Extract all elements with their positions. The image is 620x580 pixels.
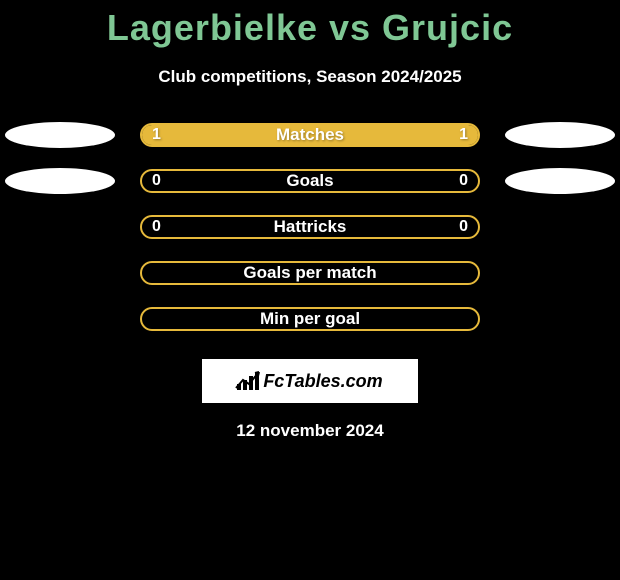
- stat-bar: Min per goal: [140, 307, 480, 331]
- stat-row: Goals per match: [0, 261, 620, 285]
- bar-chart-icon: [237, 372, 259, 390]
- right-ellipse-icon: [505, 168, 615, 194]
- date-text: 12 november 2024: [0, 421, 620, 441]
- stat-label: Hattricks: [142, 217, 478, 237]
- stat-label: Goals per match: [142, 263, 478, 283]
- stat-label: Goals: [142, 171, 478, 191]
- right-ellipse-icon: [505, 122, 615, 148]
- brand-badge[interactable]: FcTables.com: [202, 359, 418, 403]
- left-ellipse-icon: [5, 168, 115, 194]
- left-ellipse-icon: [5, 122, 115, 148]
- stat-row: 0 0 Goals: [0, 169, 620, 193]
- stat-bar: Goals per match: [140, 261, 480, 285]
- stat-bar: 1 1 Matches: [140, 123, 480, 147]
- container: Lagerbielke vs Grujcic Club competitions…: [0, 0, 620, 441]
- stat-row: Min per goal: [0, 307, 620, 331]
- brand-text: FcTables.com: [263, 371, 382, 392]
- subtitle: Club competitions, Season 2024/2025: [0, 67, 620, 87]
- stat-label: Min per goal: [142, 309, 478, 329]
- page-title: Lagerbielke vs Grujcic: [0, 7, 620, 49]
- stat-row: 0 0 Hattricks: [0, 215, 620, 239]
- stats-list: 1 1 Matches 0 0 Goals 0 0 Hattricks: [0, 123, 620, 331]
- stat-bar: 0 0 Goals: [140, 169, 480, 193]
- stat-row: 1 1 Matches: [0, 123, 620, 147]
- stat-bar: 0 0 Hattricks: [140, 215, 480, 239]
- stat-label: Matches: [142, 125, 478, 145]
